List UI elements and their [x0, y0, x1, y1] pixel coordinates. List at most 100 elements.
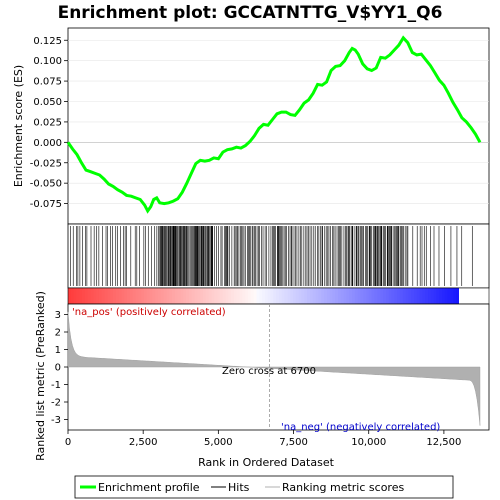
heat-cell — [442, 288, 446, 304]
hit-markers — [70, 226, 473, 286]
heat-cell — [228, 288, 232, 304]
heat-cell — [422, 288, 426, 304]
heat-cell — [101, 288, 106, 304]
heat-cell — [366, 288, 370, 304]
heat-cell — [118, 288, 123, 304]
heat-cell — [110, 288, 114, 304]
heat-cell — [399, 288, 404, 304]
heat-cell — [143, 288, 148, 304]
heat-cell — [326, 288, 331, 304]
metric-y-tick-label: -2 — [51, 398, 61, 409]
heat-cell — [259, 288, 263, 304]
heat-cell — [248, 288, 252, 304]
heat-cell — [242, 288, 246, 304]
x-tick-label: 5,000 — [204, 437, 233, 448]
legend: Enrichment profile Hits Ranking metric s… — [74, 475, 454, 499]
heat-cell — [394, 288, 398, 304]
heat-cell — [408, 288, 412, 304]
heat-cell — [332, 288, 336, 304]
heat-cell — [335, 288, 339, 304]
heat-cell — [287, 288, 291, 304]
heat-cell — [290, 288, 294, 304]
heat-cell — [346, 288, 350, 304]
heat-cell — [273, 288, 277, 304]
heat-cell — [93, 288, 97, 304]
heat-cell — [267, 288, 272, 304]
es-panel — [67, 27, 490, 225]
heat-cell — [312, 288, 317, 304]
legend-es-label: Enrichment profile — [98, 481, 200, 494]
heat-cell — [191, 288, 196, 304]
heat-cell — [68, 288, 72, 304]
heat-cell — [436, 288, 440, 304]
heat-cell — [194, 288, 198, 304]
legend-metric-label: Ranking metric scores — [282, 481, 404, 494]
heat-cell — [70, 288, 75, 304]
heat-cell — [152, 288, 156, 304]
heat-cell — [174, 288, 179, 304]
zero-cross-label: Zero cross at 6700 — [222, 366, 316, 377]
metric-y-tick-label: -3 — [51, 415, 61, 426]
heat-cell — [217, 288, 221, 304]
es-y-tick-label: -0.050 — [30, 179, 62, 190]
heat-cell — [430, 288, 435, 304]
x-tick-label: 2,500 — [129, 437, 158, 448]
heat-cell — [428, 288, 432, 304]
heat-cell — [447, 288, 452, 304]
heat-cell — [298, 288, 303, 304]
heat-cell — [301, 288, 305, 304]
heat-cell — [413, 288, 418, 304]
es-y-tick-label: 0.025 — [33, 117, 62, 128]
heat-cell — [214, 288, 218, 304]
ranking-metric-area — [67, 311, 481, 426]
metric-y-axis: -3 -2 -1 0 1 2 3 — [51, 310, 68, 426]
heat-cell — [107, 288, 111, 304]
heat-cell — [121, 288, 125, 304]
heat-cell — [138, 288, 142, 304]
heat-cell — [383, 288, 387, 304]
heat-cell — [377, 288, 381, 304]
metric-y-tick-label: 3 — [55, 310, 61, 321]
heat-cell — [304, 288, 308, 304]
heat-cell — [183, 288, 187, 304]
x-axis: 0 2,500 5,000 7,500 10,000 12,500 — [65, 430, 461, 448]
heat-cell — [368, 288, 373, 304]
heat-cell — [357, 288, 362, 304]
heat-cell — [352, 288, 356, 304]
heat-cell — [163, 288, 168, 304]
heat-cell — [281, 288, 286, 304]
heat-cell — [188, 288, 193, 304]
x-tick-label: 7,500 — [279, 437, 308, 448]
heat-cell — [295, 288, 300, 304]
heat-cell — [211, 288, 215, 304]
heat-cell — [307, 288, 311, 304]
heat-cell — [444, 288, 449, 304]
heat-cell — [315, 288, 319, 304]
heat-cell — [262, 288, 266, 304]
heat-cell — [425, 288, 429, 304]
heat-cell — [264, 288, 269, 304]
heat-cell — [236, 288, 241, 304]
heat-cell — [222, 288, 227, 304]
heat-cell — [149, 288, 153, 304]
metric-y-tick-label: -1 — [51, 380, 61, 391]
heat-cell — [284, 288, 288, 304]
heat-cell — [79, 288, 83, 304]
heat-cell — [239, 288, 243, 304]
heat-cell — [225, 288, 229, 304]
metric-y-axis-label: Ranked list metric (PreRanked) — [34, 291, 47, 461]
heat-cell — [405, 288, 409, 304]
chart-title: Enrichment plot: GCCATNTTG_V$YY1_Q6 — [58, 3, 443, 23]
es-y-axis: -0.075 -0.050 -0.025 0.000 0.025 0.050 0.075 0.… — [30, 36, 68, 210]
heat-cell — [87, 288, 92, 304]
legend-box — [74, 475, 454, 499]
heat-cell — [132, 288, 137, 304]
x-tick-label: 12,500 — [426, 437, 461, 448]
heat-cell — [450, 288, 454, 304]
heat-cell — [113, 288, 117, 304]
heat-cell — [231, 288, 235, 304]
es-y-tick-label: 0.125 — [33, 36, 62, 47]
heat-cell — [371, 288, 376, 304]
rank-heat-bar — [67, 287, 490, 305]
heat-cell — [158, 288, 162, 304]
